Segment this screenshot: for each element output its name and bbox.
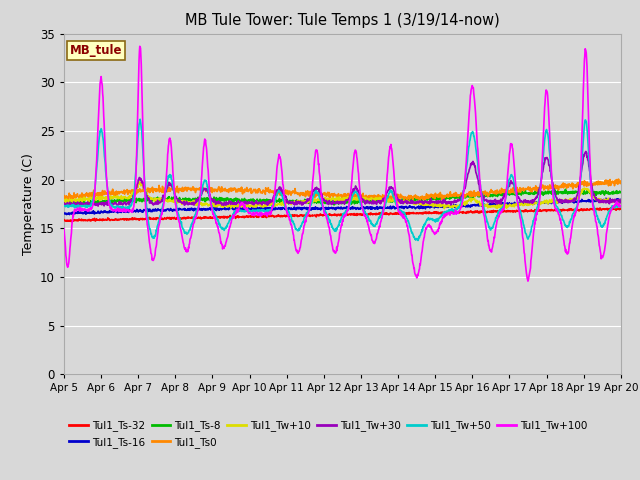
Y-axis label: Temperature (C): Temperature (C) [22,153,35,255]
Title: MB Tule Tower: Tule Temps 1 (3/19/14-now): MB Tule Tower: Tule Temps 1 (3/19/14-now… [185,13,500,28]
Legend: Tul1_Ts-32, Tul1_Ts-16, Tul1_Ts-8, Tul1_Ts0, Tul1_Tw+10, Tul1_Tw+30, Tul1_Tw+50,: Tul1_Ts-32, Tul1_Ts-16, Tul1_Ts-8, Tul1_… [69,420,588,447]
Text: MB_tule: MB_tule [70,44,122,57]
